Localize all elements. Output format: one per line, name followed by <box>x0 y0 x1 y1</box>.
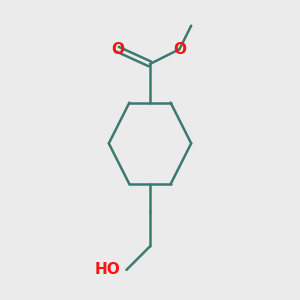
Text: HO: HO <box>95 262 121 278</box>
Text: O: O <box>111 42 124 57</box>
Text: O: O <box>173 42 186 57</box>
